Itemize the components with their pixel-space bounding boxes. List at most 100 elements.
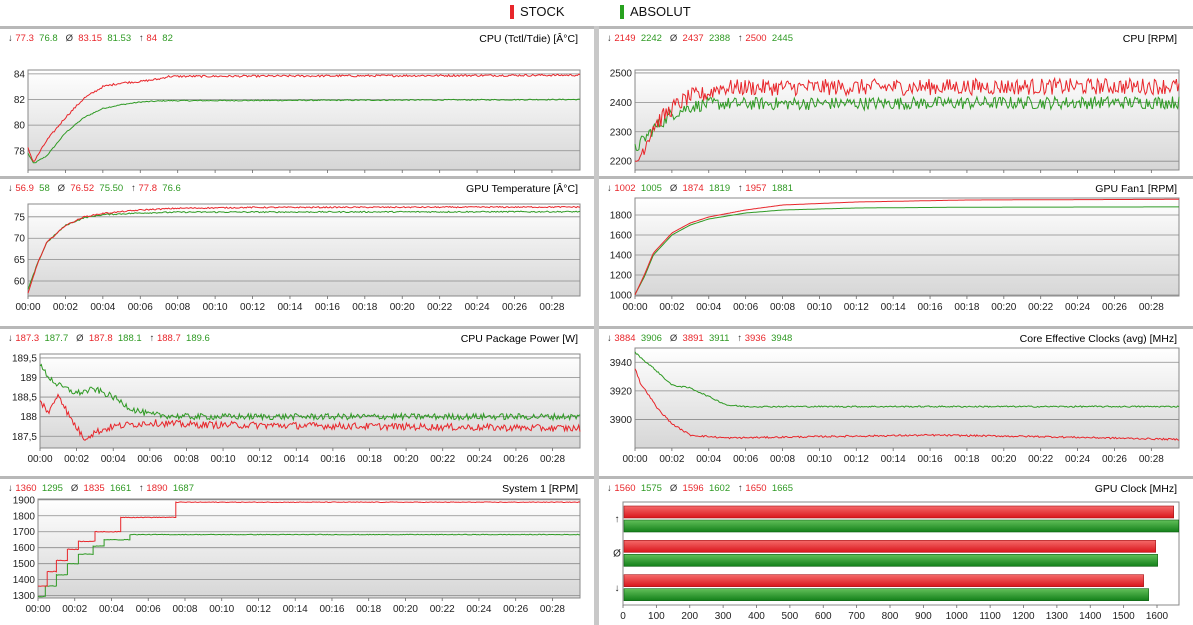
legend-swatch-stock [510,4,514,19]
x-tick-label: 00:00 [15,302,40,313]
x-tick-label: 00:22 [430,454,455,465]
x-tick-label: 00:06 [136,604,161,615]
stat-avg-stock: 187.8 [89,333,113,344]
stat-avg-stock: 2437 [683,33,704,44]
stats-min-arrow: ↓ [8,183,15,194]
legend-label-absolut: ABSOLUT [630,4,691,19]
x-tick-label: 00:02 [659,302,684,313]
x-tick-label: 00:12 [844,454,869,465]
x-tick-label: 1300 [1046,611,1069,622]
stat-avg-stock: 1835 [84,483,105,494]
x-tick-label: 00:26 [503,454,528,465]
stats-min-arrow: ↓ [607,333,614,344]
x-tick-label: 00:20 [393,604,418,615]
legend-swatch-absolut [620,4,624,19]
stat-avg-stock: 1596 [683,483,704,494]
stat-max-absolut: 1687 [173,483,194,494]
bar-stock [623,540,1156,553]
y-tick-label: 3940 [610,358,633,369]
x-tick-label: 00:10 [209,604,234,615]
x-tick-label: 00:24 [465,302,490,313]
x-tick-label: 00:16 [315,302,340,313]
x-tick-label: 00:04 [99,604,124,615]
series-line-stock [27,73,581,162]
y-tick-label: 82 [14,95,26,106]
stat-avg-absolut: 1819 [709,183,730,194]
stats-max-arrow: ↑ [131,483,146,494]
y-tick-label: 189 [20,373,37,384]
x-tick-label: 00:20 [991,454,1016,465]
panel-core-clock: ↓ 3884 3906 Ø 3891 3911 ↑ 3936 3948 Core … [599,326,1193,472]
x-tick-label: 00:22 [1028,454,1053,465]
stat-min-stock: 56.9 [15,183,34,194]
stat-max-absolut: 82 [162,33,173,44]
legend-item-stock: STOCK [510,4,565,19]
x-tick-label: 00:24 [467,454,492,465]
x-tick-label: 700 [848,611,865,622]
series-line-stock [634,198,1179,296]
stats-avg-symbol: Ø [58,33,79,44]
x-tick-label: 00:08 [174,454,199,465]
x-tick-label: 00:28 [540,454,565,465]
y-tick-label: 2300 [610,127,633,138]
chart-cpu-fan: ↓ 2149 2242 Ø 2437 2388 ↑ 2500 2445 CPU [… [607,33,1180,187]
stat-avg-absolut: 81.53 [107,33,131,44]
x-tick-label: 800 [882,611,899,622]
series-line-absolut [634,95,1180,152]
category-label: Ø [613,549,621,560]
y-tick-label: 187,5 [12,432,37,443]
bar-stock [623,505,1174,519]
x-tick-label: 00:04 [696,454,721,465]
x-tick-label: 00:28 [1139,302,1164,313]
x-tick-label: 1200 [1012,611,1035,622]
series-line-stock [634,76,1180,162]
category-label: ↓ [615,583,620,594]
panel-gpu-clock: ↓ 1560 1575 Ø 1596 1602 ↑ 1650 1665 GPU C… [599,476,1193,622]
x-tick-label: 1100 [979,611,1001,622]
plot-area [634,347,1180,449]
y-tick-label: 80 [14,121,26,132]
stats-line: ↓ 2149 2242 Ø 2437 2388 ↑ 2500 2445 [607,33,793,44]
stat-max-absolut: 76.6 [162,183,181,194]
x-tick-label: 00:14 [881,302,906,313]
stats-avg-symbol: Ø [662,33,683,44]
x-tick-label: 00:24 [1065,302,1090,313]
x-tick-label: 400 [748,611,765,622]
stats-max-arrow: ↑ [730,483,745,494]
stat-min-absolut: 1295 [42,483,63,494]
x-tick-label: 00:14 [881,454,906,465]
y-tick-label: 1700 [13,527,36,538]
stat-avg-stock: 76.52 [70,183,94,194]
chart-title: CPU Package Power [W] [461,333,578,345]
stats-max-arrow: ↑ [730,183,745,194]
y-tick-label: 1800 [610,211,633,222]
series-line-absolut [27,210,581,290]
stat-max-absolut: 1665 [772,483,793,494]
chart-title: GPU Temperature [Â°C] [466,182,578,195]
chart-gpu-clock: ↓ 1560 1575 Ø 1596 1602 ↑ 1650 1665 GPU C… [607,483,1180,622]
x-tick-label: 00:20 [390,302,415,313]
y-tick-label: 84 [14,69,26,80]
chart-title: CPU (Tctl/Tdie) [Â°C] [479,32,578,45]
x-tick-label: 00:18 [356,604,381,615]
stats-max-arrow: ↑ [123,183,138,194]
x-tick-label: 00:04 [696,302,721,313]
category-label: ↑ [615,514,620,525]
stats-max-arrow: ↑ [729,333,744,344]
x-tick-label: 00:16 [319,604,344,615]
stats-min-arrow: ↓ [8,33,15,44]
stat-max-stock: 77.8 [139,183,158,194]
stat-max-stock: 3936 [745,333,766,344]
stats-avg-symbol: Ø [662,183,683,194]
x-tick-label: 00:20 [991,302,1016,313]
chart-title: GPU Fan1 [RPM] [1095,183,1177,195]
stat-min-stock: 1360 [15,483,36,494]
x-tick-label: 00:16 [918,454,943,465]
stat-min-absolut: 1005 [641,183,662,194]
x-tick-label: 00:08 [165,302,190,313]
x-tick-label: 00:10 [203,302,228,313]
legend-item-absolut: ABSOLUT [620,4,691,19]
stat-avg-stock: 3891 [683,333,704,344]
x-tick-label: 00:00 [622,454,647,465]
stats-min-arrow: ↓ [8,333,15,344]
